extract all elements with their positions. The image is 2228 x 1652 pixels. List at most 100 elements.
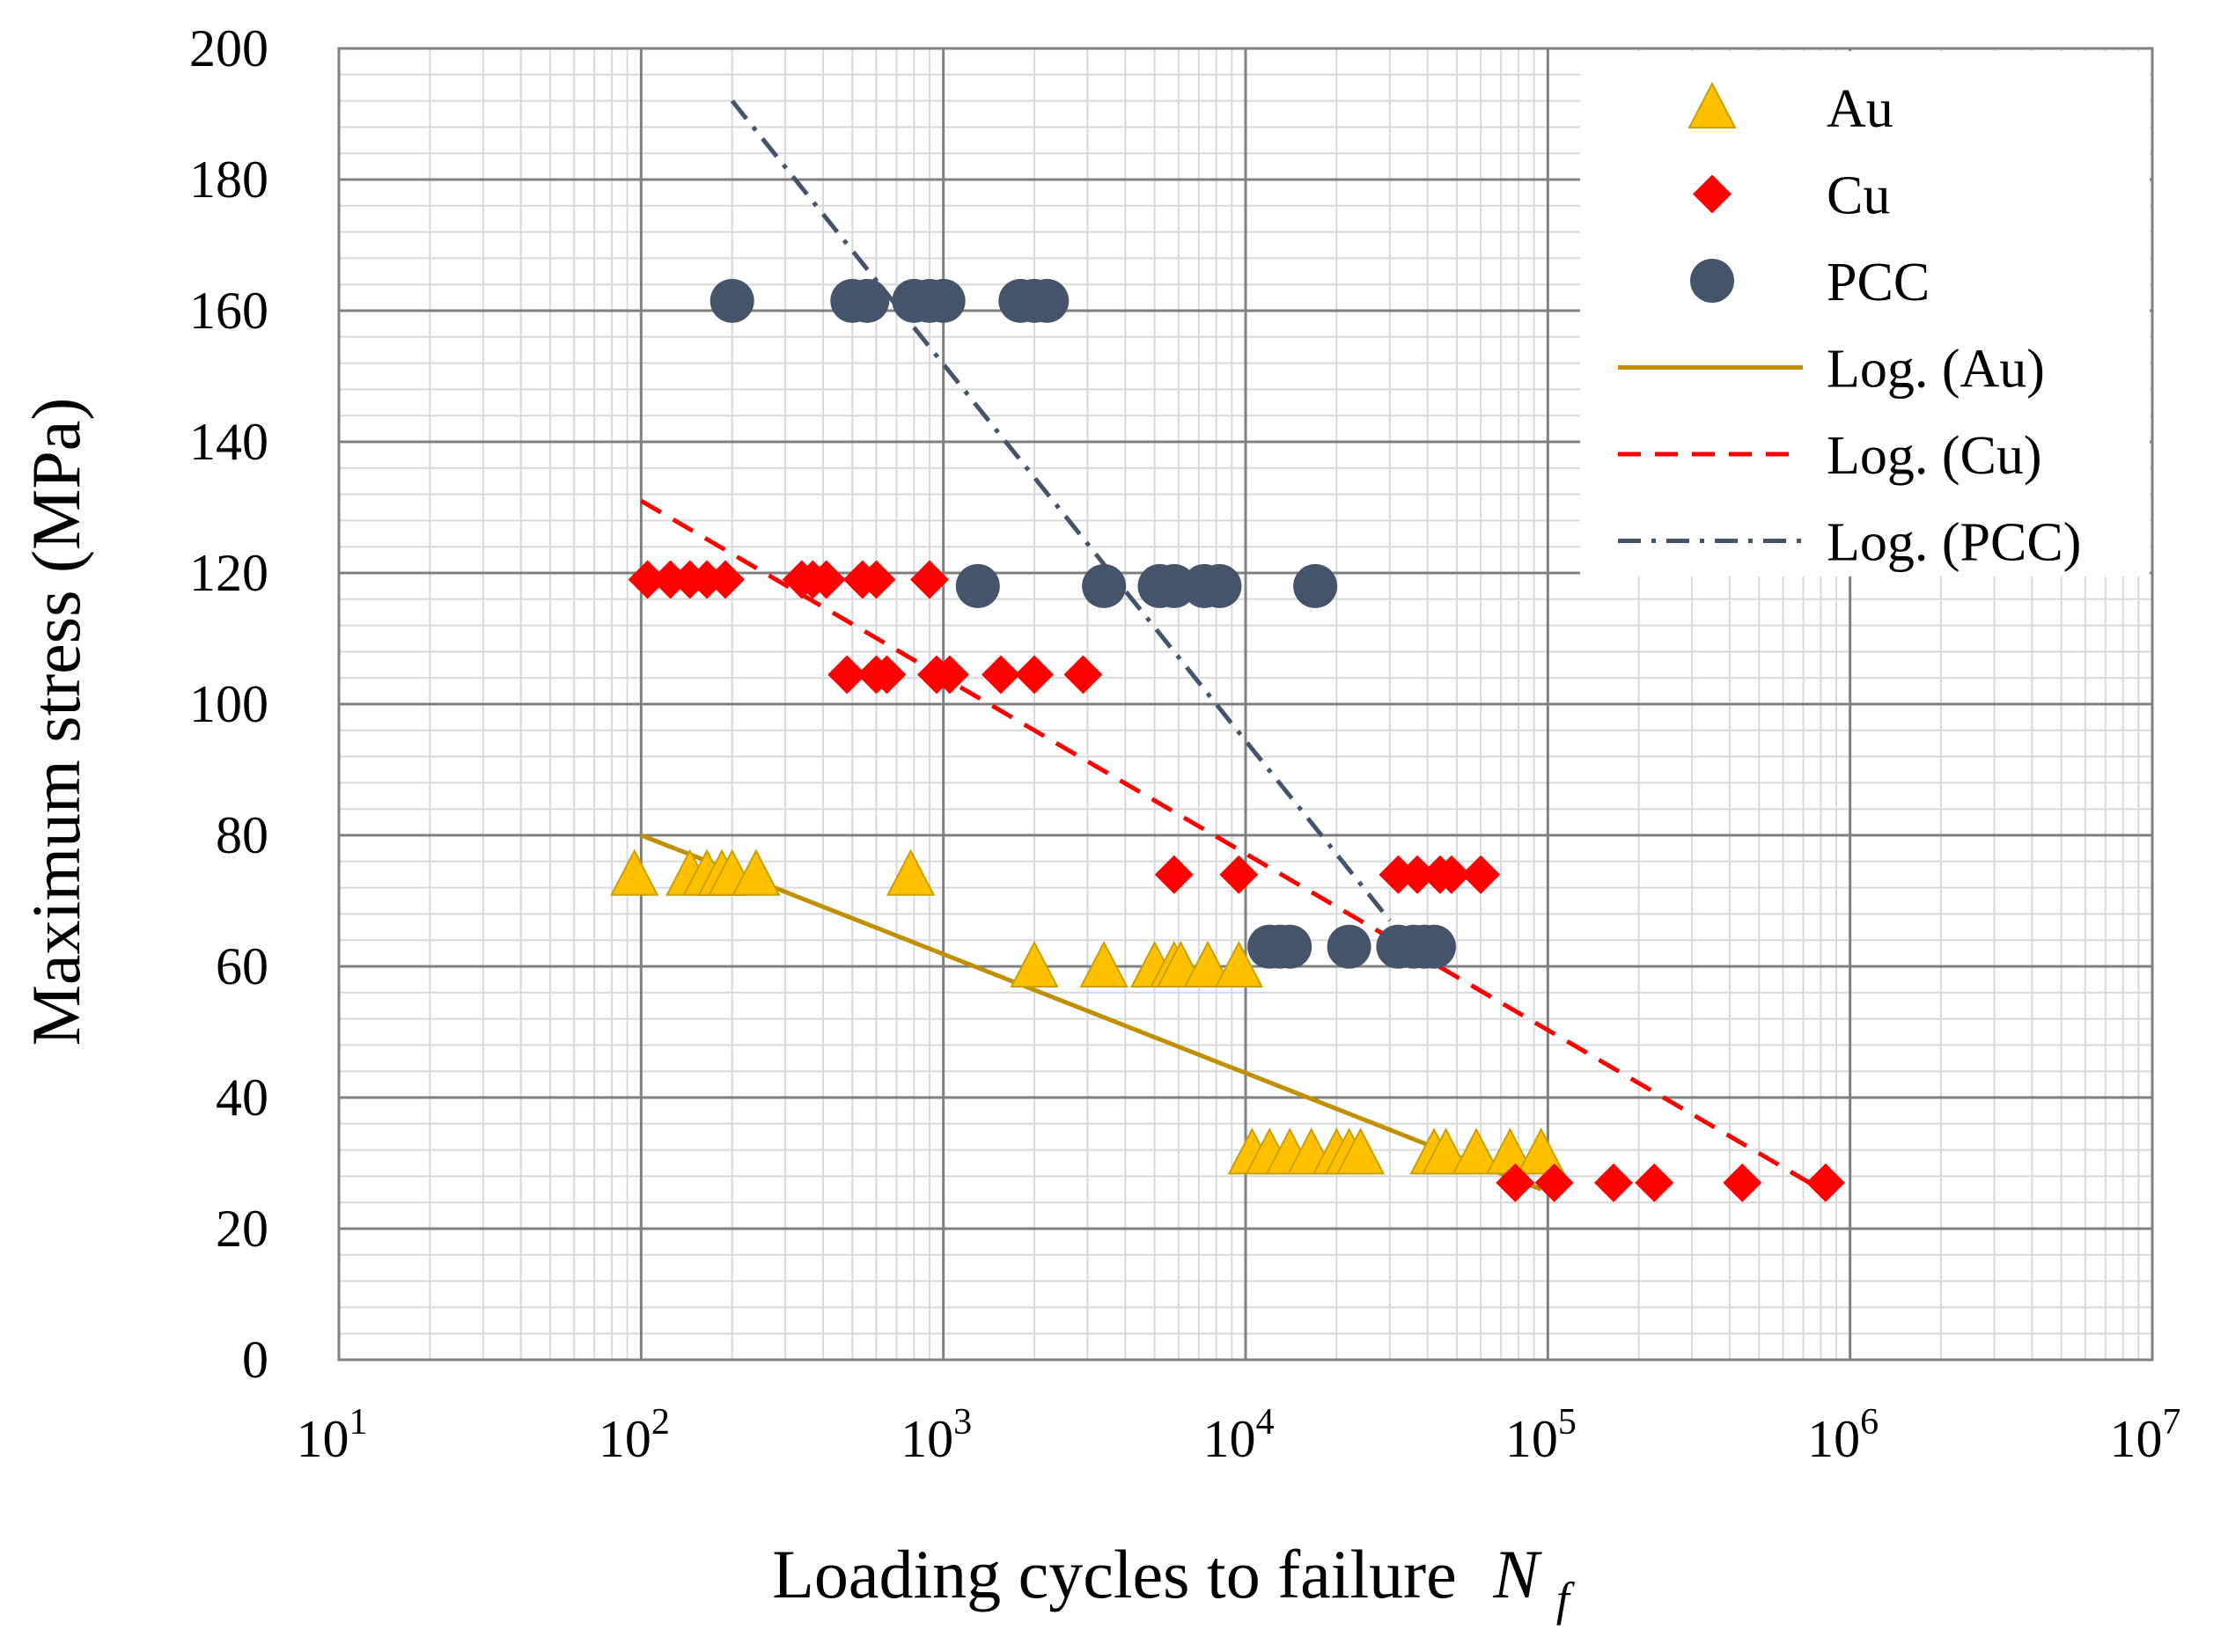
trendline-log-pcc xyxy=(730,99,1392,922)
y-tick-label: 60 xyxy=(216,937,268,995)
legend-label-au: Au xyxy=(1827,79,1893,139)
x-tick-label: 104 xyxy=(1203,1402,1275,1468)
y-tick-label: 160 xyxy=(189,282,268,340)
y-tick-label: 0 xyxy=(242,1331,268,1389)
x-tick-exponent: 3 xyxy=(953,1402,972,1443)
plot-area-frame xyxy=(337,47,2154,1362)
legend-label-log-cu: Log. (Cu) xyxy=(1827,426,2042,486)
x-tick-label: 106 xyxy=(1807,1402,1879,1468)
x-tick-label: 103 xyxy=(901,1402,972,1468)
x-axis-title: Loading cycles to failure N f xyxy=(772,1536,1576,1626)
data-point-au xyxy=(610,848,659,896)
data-point-pcc xyxy=(1151,563,1196,608)
data-point-pcc xyxy=(1082,563,1127,608)
y-axis-tick-labels: 0 20 40 60 80 100 120 140 160 180 200 xyxy=(189,19,268,1389)
data-point-au xyxy=(1517,1127,1566,1175)
data-point-pcc xyxy=(1197,563,1242,608)
data-point-cu xyxy=(806,560,846,599)
trendline-log-cu xyxy=(640,498,1822,1192)
y-tick-label: 80 xyxy=(216,806,268,864)
data-point-au xyxy=(732,848,781,896)
data-point-pcc xyxy=(921,278,966,323)
data-point-cu xyxy=(1431,855,1471,894)
data-point-cu xyxy=(867,655,907,694)
data-point-pcc xyxy=(710,278,754,323)
x-tick-exponent: 1 xyxy=(349,1402,368,1443)
legend-swatch-cu xyxy=(1693,174,1732,214)
data-point-au xyxy=(1183,940,1232,988)
data-point-cu xyxy=(1154,855,1194,894)
legend: Au Cu PCC Log. (Au) Log. (Cu) Log. (PCC) xyxy=(1580,51,2150,576)
x-tick-label: 102 xyxy=(599,1402,670,1468)
data-point-pcc xyxy=(955,563,1000,608)
data-point-cu xyxy=(1534,1163,1574,1202)
x-tick-base: 10 xyxy=(599,1410,651,1468)
legend-label-log-au: Log. (Au) xyxy=(1827,340,2045,400)
x-tick-exponent: 6 xyxy=(1860,1402,1879,1443)
trendlines xyxy=(640,99,1822,1192)
data-point-au xyxy=(1335,1127,1386,1175)
trendline-log-au xyxy=(640,833,1542,1192)
x-tick-exponent: 4 xyxy=(1256,1402,1275,1443)
x-tick-label: 101 xyxy=(297,1402,368,1468)
y-axis-title: Maximum stress (MPa) xyxy=(18,398,94,1046)
x-tick-base: 10 xyxy=(1203,1410,1256,1468)
data-point-pcc xyxy=(1411,924,1456,969)
data-point-cu xyxy=(827,655,867,694)
x-axis-title-symbol: N xyxy=(1492,1536,1542,1612)
data-point-au xyxy=(1452,1127,1501,1175)
legend-label-pcc: PCC xyxy=(1827,253,1930,312)
x-tick-base: 10 xyxy=(901,1410,953,1468)
y-tick-label: 180 xyxy=(189,151,268,209)
data-point-cu xyxy=(857,560,896,599)
data-point-cu xyxy=(1015,655,1055,694)
data-point-cu xyxy=(706,560,746,599)
x-tick-base: 10 xyxy=(1505,1410,1558,1468)
x-axis-title-text: Loading cycles to failure xyxy=(772,1536,1457,1612)
x-tick-label: 105 xyxy=(1505,1402,1577,1468)
x-tick-label: 107 xyxy=(2110,1402,2181,1468)
x-tick-base: 10 xyxy=(1807,1410,1860,1468)
data-point-cu xyxy=(628,560,667,599)
data-point-au xyxy=(1010,940,1059,988)
legend-box xyxy=(1580,51,2150,576)
x-tick-exponent: 5 xyxy=(1558,1402,1577,1443)
data-point-pcc xyxy=(1025,278,1070,323)
x-tick-base: 10 xyxy=(297,1410,349,1468)
data-point-cu xyxy=(982,655,1021,694)
x-axis-tick-labels: 101 102 103 104 105 106 107 xyxy=(297,1402,2181,1468)
y-tick-label: 40 xyxy=(216,1068,268,1127)
y-tick-label: 20 xyxy=(216,1200,268,1258)
data-point-cu xyxy=(930,655,969,694)
data-point-cu xyxy=(1063,655,1103,694)
data-point-au xyxy=(1214,940,1263,988)
legend-swatch-au xyxy=(1688,81,1737,128)
y-tick-label: 100 xyxy=(189,675,268,733)
data-point-au xyxy=(1421,1127,1471,1175)
y-tick-label: 200 xyxy=(189,19,268,77)
data-point-cu xyxy=(651,560,690,599)
data-point-cu xyxy=(909,560,949,599)
y-tick-label: 120 xyxy=(189,544,268,602)
x-tick-exponent: 7 xyxy=(2163,1402,2181,1443)
data-point-cu xyxy=(1723,1163,1762,1202)
x-tick-base: 10 xyxy=(2110,1410,2163,1468)
data-point-pcc xyxy=(1268,924,1313,969)
y-tick-label: 140 xyxy=(189,413,268,471)
data-point-cu xyxy=(1496,1163,1535,1202)
data-point-cu xyxy=(1398,855,1438,894)
data-point-pcc xyxy=(845,278,890,323)
data-point-au xyxy=(1079,940,1129,988)
legend-label-cu: Cu xyxy=(1827,166,1890,226)
data-point-cu xyxy=(1461,855,1501,894)
data-point-cu xyxy=(1594,1163,1634,1202)
data-markers xyxy=(610,278,1845,1202)
data-point-au xyxy=(886,848,936,896)
data-point-pcc xyxy=(1293,563,1338,608)
data-point-cu xyxy=(1219,855,1259,894)
data-point-pcc xyxy=(1327,924,1371,969)
legend-swatch-pcc xyxy=(1690,259,1734,303)
x-tick-exponent: 2 xyxy=(651,1402,670,1443)
data-point-cu xyxy=(1635,1163,1674,1202)
